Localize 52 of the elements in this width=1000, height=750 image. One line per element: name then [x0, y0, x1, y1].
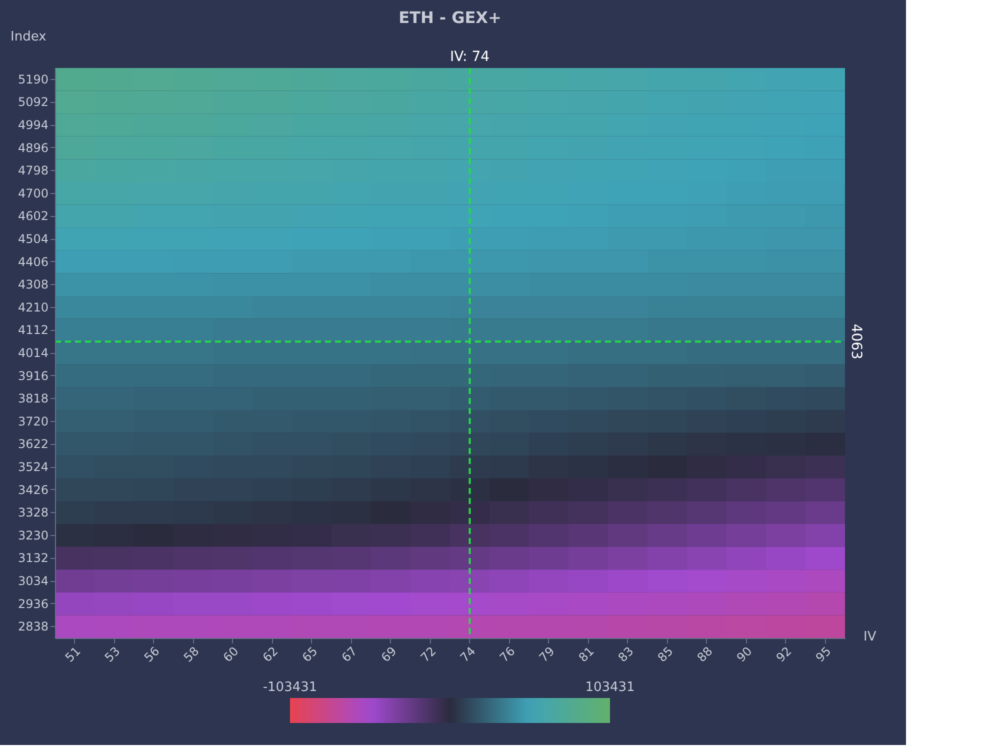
y-tick-label: 4112 — [18, 323, 48, 338]
text: 4063 — [848, 324, 864, 360]
x-axis-title: IV — [864, 630, 876, 644]
y-tick-label: 2838 — [18, 620, 48, 634]
x-tick-label: 56 — [142, 644, 162, 665]
color-bar-label: 103431 — [585, 680, 635, 695]
y-tick-label: 3524 — [18, 460, 48, 474]
y-tick-label: 4700 — [18, 186, 48, 200]
y-tick-label: 4896 — [18, 140, 48, 155]
x-tick-label: 88 — [694, 644, 716, 665]
x-tick-label: 69 — [378, 644, 400, 665]
y-tick-label: 3916 — [18, 368, 48, 383]
y-tick-label: 3720 — [18, 414, 48, 428]
y-tick-label: 4210 — [18, 300, 48, 314]
y-tick-label: 3034 — [18, 574, 48, 588]
x-tick-label: 90 — [734, 644, 755, 665]
color-bar-label: -103431 — [262, 680, 318, 695]
y-axis-title: Index — [10, 30, 47, 44]
x-tick-label: 76 — [497, 644, 518, 665]
y-tick-label: 4994 — [18, 118, 48, 132]
x-tick-label: 67 — [339, 644, 360, 665]
x-tick-label: 72 — [418, 644, 439, 665]
ref-line-label: IV: 74 — [450, 49, 490, 65]
y-tick-label: 5190 — [18, 72, 48, 86]
y-tick-label: 4504 — [18, 232, 48, 246]
y-tick-label: 4014 — [18, 346, 48, 360]
x-tick-label: 60 — [220, 644, 242, 665]
x-tick-label: 62 — [260, 644, 281, 665]
x-tick-label: 53 — [102, 644, 123, 665]
x-tick-label: 83 — [616, 644, 636, 665]
y-tick-label: 4308 — [18, 278, 48, 292]
y-tick-label: 4798 — [18, 164, 48, 178]
x-tick-label: 51 — [62, 644, 84, 665]
x-tick-label: 74 — [458, 644, 478, 665]
x-tick-label: 85 — [655, 644, 676, 665]
x-tick-label: 81 — [576, 644, 597, 665]
y-tick-label: 3328 — [18, 506, 48, 520]
x-tick-label: 92 — [774, 644, 794, 665]
x-tick-label: 58 — [181, 644, 202, 665]
y-tick-label: 5092 — [18, 95, 48, 110]
y-tick-label: 4406 — [18, 254, 48, 269]
chart-title: ETH - GEX+ — [398, 8, 502, 27]
y-tick-label: 4602 — [18, 209, 48, 224]
y-tick-label: 3426 — [18, 482, 48, 497]
x-tick-label: 65 — [300, 644, 320, 665]
y-tick-label: 3818 — [18, 392, 48, 406]
y-tick-label: 3132 — [18, 551, 48, 566]
y-tick-label: 3230 — [18, 528, 48, 542]
y-tick-label: 2936 — [18, 596, 48, 611]
x-tick-label: 95 — [813, 644, 834, 665]
y-tick-label: 3622 — [18, 437, 48, 452]
x-tick-label: 79 — [536, 644, 558, 665]
